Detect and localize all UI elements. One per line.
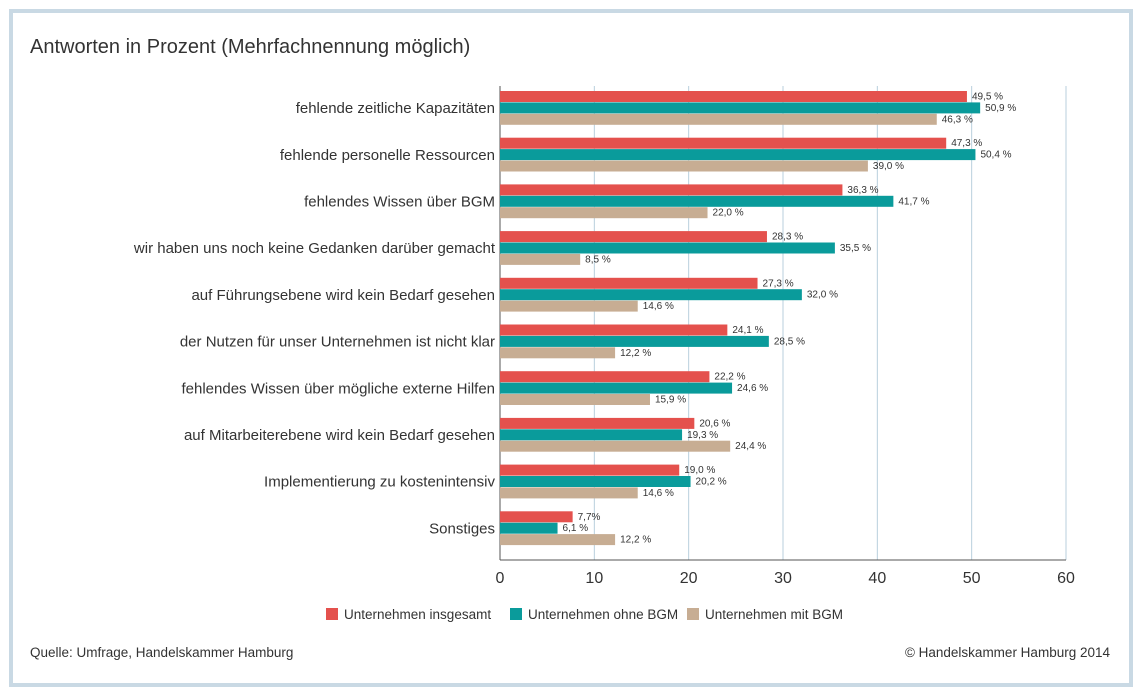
bar-ohne-bgm (500, 382, 733, 394)
bar-mit-bgm (500, 207, 708, 219)
value-label: 28,5 % (774, 336, 805, 347)
value-label: 14,6 % (643, 301, 674, 312)
legend-swatch (326, 608, 338, 620)
value-label: 46,3 % (942, 114, 973, 125)
bar-ohne-bgm (500, 476, 691, 487)
value-label: 50,9 % (985, 103, 1016, 114)
value-label: 15,9 % (655, 395, 686, 406)
category-label: wir haben uns noch keine Gedanken darübe… (133, 240, 496, 257)
bar-ohne-bgm (500, 242, 835, 254)
x-tick-label: 20 (680, 570, 698, 587)
bar-mit-bgm (500, 394, 650, 405)
bar-insgesamt (500, 277, 758, 289)
x-tick-label: 0 (496, 570, 505, 587)
legend-label: Unternehmen ohne BGM (528, 607, 678, 622)
value-label: 41,7 % (898, 196, 929, 207)
value-label: 12,2 % (620, 535, 651, 546)
bar-insgesamt (500, 464, 680, 476)
category-label: fehlendes Wissen über mögliche externe H… (182, 380, 496, 397)
value-label: 14,6 % (643, 488, 674, 499)
bar-mit-bgm (500, 534, 616, 546)
bar-mit-bgm (500, 113, 937, 125)
value-label: 20,2 % (696, 477, 727, 488)
value-label: 24,6 % (737, 383, 768, 394)
bar-insgesamt (500, 91, 967, 102)
value-label: 20,6 % (699, 418, 730, 429)
x-tick-label: 30 (774, 570, 792, 587)
value-label: 35,5 % (840, 243, 871, 254)
category-label: der Nutzen für unser Unternehmen ist nic… (180, 334, 495, 351)
legend-swatch (687, 608, 699, 620)
value-label: 39,0 % (873, 161, 904, 172)
bar-insgesamt (500, 511, 573, 523)
source-note: Quelle: Umfrage, Handelskammer Hamburg (30, 645, 294, 660)
value-label: 22,2 % (714, 372, 745, 383)
value-label: 28,3 % (772, 232, 803, 243)
legend-label: Unternehmen insgesamt (344, 607, 491, 622)
bar-mit-bgm (500, 160, 868, 172)
value-label: 24,1 % (732, 325, 763, 336)
bar-ohne-bgm (500, 195, 894, 207)
x-tick-label: 40 (868, 570, 886, 587)
category-label: Sonstiges (429, 520, 495, 537)
bar-insgesamt (500, 184, 843, 196)
value-label: 47,3 % (951, 138, 982, 149)
x-tick-label: 60 (1057, 570, 1075, 587)
legend-swatch (510, 608, 522, 620)
value-label: 12,2 % (620, 348, 651, 359)
value-label: 22,0 % (713, 208, 744, 219)
bar-ohne-bgm (500, 335, 769, 347)
bar-insgesamt (500, 231, 767, 243)
bar-mit-bgm (500, 487, 638, 499)
value-label: 32,0 % (807, 290, 838, 301)
bar-insgesamt (500, 417, 695, 429)
bar-ohne-bgm (500, 102, 981, 114)
value-label: 7,7% (578, 512, 601, 523)
x-tick-label: 10 (585, 570, 603, 587)
category-label: fehlende personelle Ressourcen (280, 147, 495, 164)
bar-insgesamt (500, 324, 728, 336)
value-label: 8,5 % (585, 254, 611, 265)
bar-mit-bgm (500, 347, 616, 359)
bar-ohne-bgm (500, 429, 683, 441)
x-tick-label: 50 (963, 570, 981, 587)
value-label: 19,3 % (687, 430, 718, 441)
category-label: Implementierung zu kostenintensiv (264, 474, 495, 491)
category-label: fehlende zeitliche Kapazitäten (296, 100, 495, 117)
chart-title: Antworten in Prozent (Mehrfachnennung mö… (30, 36, 471, 58)
value-label: 19,0 % (684, 465, 715, 476)
value-label: 50,4 % (980, 150, 1011, 161)
legend-label: Unternehmen mit BGM (705, 607, 843, 622)
bar-ohne-bgm (500, 289, 802, 301)
bar-mit-bgm (500, 300, 638, 312)
value-label: 36,3 % (847, 185, 878, 196)
bar-ohne-bgm (500, 522, 558, 534)
value-label: 24,4 % (735, 441, 766, 452)
bar-insgesamt (500, 137, 947, 149)
copyright-note: © Handelskammer Hamburg 2014 (904, 645, 1110, 660)
bar-mit-bgm (500, 253, 581, 265)
bar-mit-bgm (500, 440, 731, 452)
category-label: auf Führungsebene wird kein Bedarf geseh… (191, 287, 495, 304)
category-label: auf Mitarbeiterebene wird kein Bedarf ge… (184, 427, 495, 444)
value-label: 49,5 % (972, 92, 1003, 103)
bar-insgesamt (500, 371, 710, 383)
value-label: 6,1 % (563, 523, 589, 534)
bar-ohne-bgm (500, 149, 976, 161)
value-label: 27,3 % (763, 278, 794, 289)
category-label: fehlendes Wissen über BGM (304, 194, 495, 211)
